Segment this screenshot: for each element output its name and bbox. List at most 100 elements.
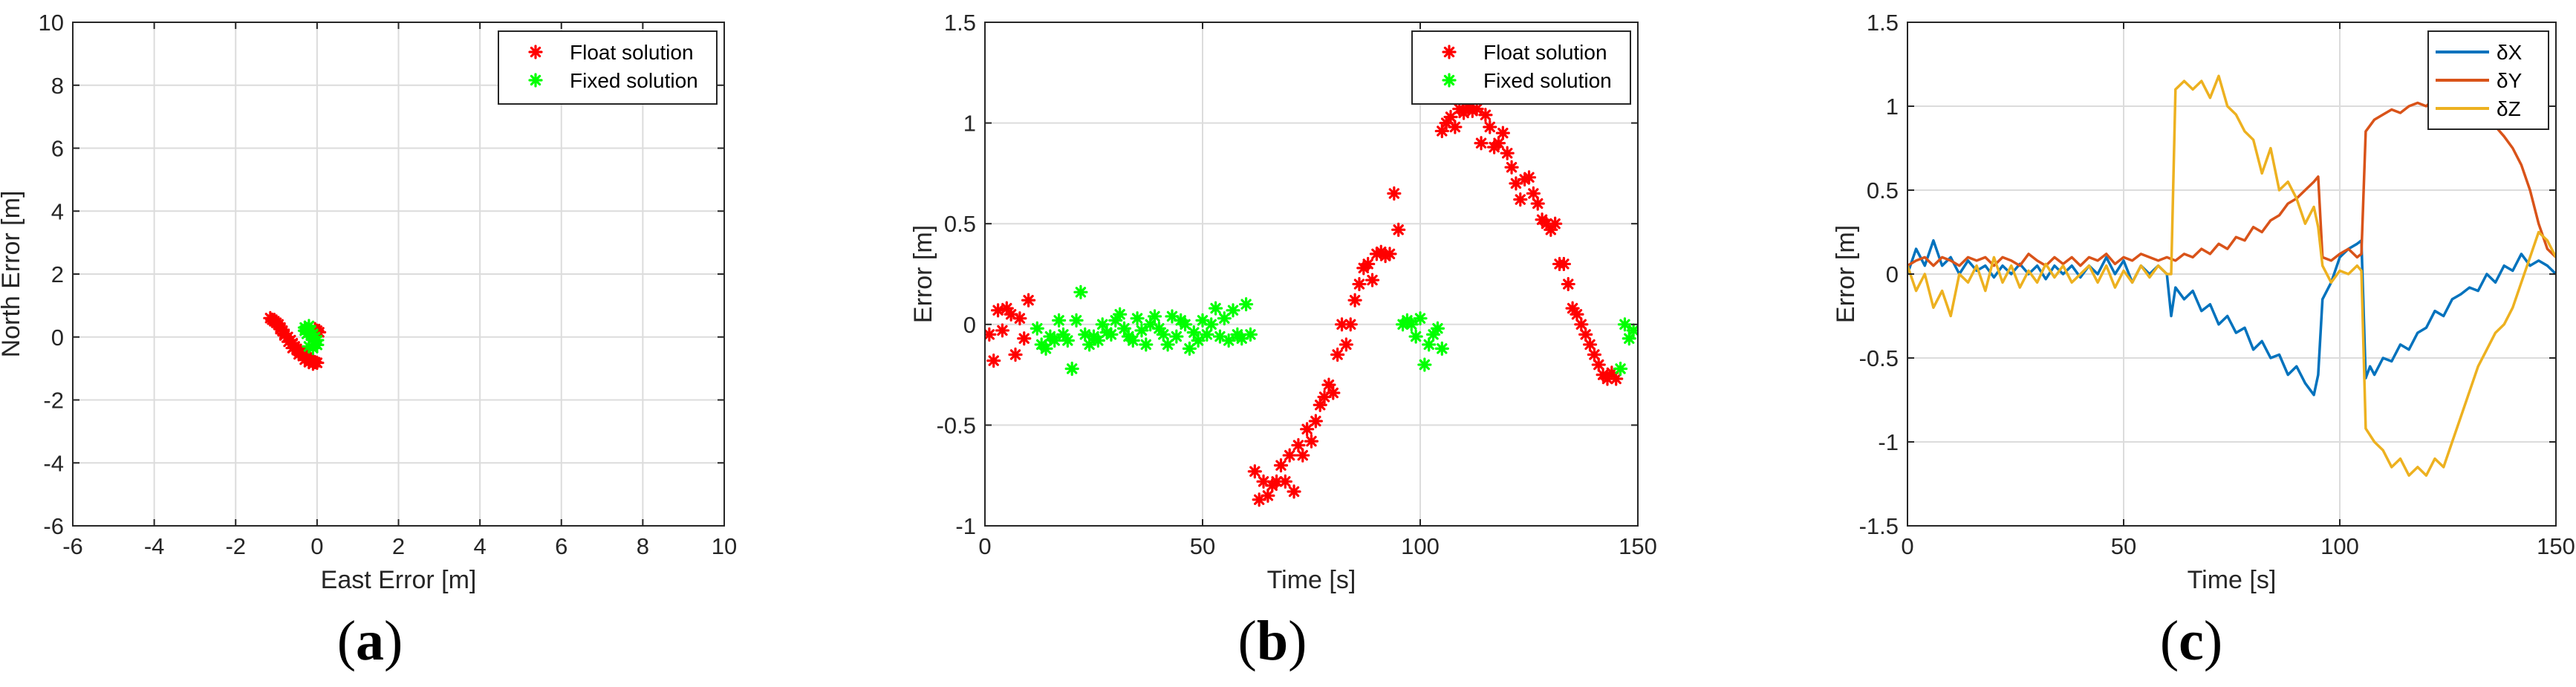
x-axis-label: Time [s] (1267, 566, 1356, 594)
marker-stroke (1349, 295, 1361, 306)
data-point (1587, 347, 1601, 362)
marker-stroke (1532, 198, 1544, 209)
marker-stroke (1114, 309, 1125, 320)
data-point (1064, 361, 1079, 377)
marker-stroke (1589, 349, 1600, 360)
marker-stroke (1406, 319, 1417, 330)
marker-stroke (1297, 449, 1308, 461)
legend-label-1: Float solution (1483, 41, 1607, 64)
data-point (1243, 327, 1258, 342)
marker-stroke (1558, 258, 1570, 270)
data-point (1300, 422, 1315, 437)
marker-stroke (1079, 329, 1090, 340)
data-point (1004, 307, 1018, 322)
marker-stroke (1449, 121, 1461, 133)
data-point (1443, 109, 1458, 125)
marker-stroke (1245, 329, 1256, 340)
legend-label-2: δY (2497, 69, 2523, 92)
marker-stroke (1184, 343, 1195, 354)
marker-stroke (1201, 329, 1213, 340)
chart-panel-b: 0 50 100 150 -1 -0.5 0 0.5 1 1.5 Time [s] Error [m]… (909, 10, 1657, 672)
marker-stroke (1575, 319, 1587, 330)
x-axis-label: Time [s] (2188, 566, 2277, 594)
marker-stroke (1301, 423, 1313, 435)
data-point (1130, 311, 1145, 326)
data-point (1295, 448, 1310, 463)
data-point (1417, 357, 1432, 372)
y-axis-label: North Error [m] (0, 191, 25, 358)
marker-stroke (1610, 373, 1622, 385)
x-tick-label: 50 (2111, 533, 2136, 559)
data-point (1073, 284, 1088, 300)
marker-stroke (1219, 313, 1230, 324)
marker-stroke (1070, 315, 1082, 326)
data-point (1617, 317, 1633, 332)
data-point (1247, 464, 1262, 479)
data-point (1308, 414, 1323, 429)
x-tick-label: -4 (144, 533, 165, 559)
panel-paren-open: ( (1238, 610, 1257, 672)
marker-stroke (1275, 460, 1287, 471)
marker-stroke (1624, 333, 1635, 344)
data-point (1413, 311, 1428, 326)
marker-stroke (1149, 310, 1160, 322)
legend-label-3: δZ (2497, 97, 2521, 120)
axes-box (984, 22, 1639, 527)
marker-stroke (1023, 295, 1034, 306)
marker-stroke (1440, 117, 1452, 128)
marker-stroke (1353, 279, 1365, 290)
data-point (1273, 458, 1289, 473)
marker-stroke (1192, 335, 1204, 346)
marker-stroke (1506, 162, 1518, 173)
data-point (1448, 120, 1463, 134)
data-point (1491, 136, 1506, 151)
marker-stroke (1443, 74, 1455, 86)
data-point (1430, 321, 1445, 336)
marker-stroke (1493, 137, 1504, 149)
marker-stroke (1280, 476, 1291, 487)
y-tick-label: -6 (43, 513, 64, 539)
marker-stroke (1515, 194, 1526, 205)
y-axis-label: Error [m] (909, 225, 937, 323)
data-point (1591, 357, 1606, 372)
marker-stroke (530, 74, 541, 86)
marker-stroke (1084, 339, 1095, 351)
marker-stroke (1580, 329, 1591, 340)
y-tick-label: 1.5 (944, 10, 976, 36)
data-point (1160, 337, 1175, 352)
data-point (1556, 256, 1571, 272)
data-point (1030, 321, 1044, 336)
marker-stroke (1601, 373, 1613, 385)
data-point (1434, 341, 1449, 356)
y-tick-label: 10 (39, 10, 64, 36)
marker-stroke (1210, 302, 1221, 314)
marker-stroke (1475, 137, 1487, 149)
y-tick-label: -4 (43, 450, 64, 476)
marker-stroke (1362, 258, 1373, 270)
marker-stroke (1093, 335, 1104, 346)
marker-stroke (308, 358, 319, 369)
data-point (1195, 313, 1210, 328)
marker-stroke (1131, 313, 1143, 324)
marker-stroke (1528, 188, 1539, 199)
marker-stroke (1136, 325, 1148, 336)
marker-stroke (1593, 359, 1604, 371)
marker-stroke (1523, 172, 1535, 183)
panel-letter: c (2179, 610, 2204, 672)
legend-marker-2 (1442, 73, 1457, 88)
data-point (1191, 333, 1206, 348)
marker-stroke (1432, 323, 1443, 334)
marker-stroke (985, 329, 995, 340)
data-point (1565, 301, 1580, 316)
data-point (1104, 327, 1119, 342)
data-point (1177, 317, 1193, 332)
marker-stroke (988, 355, 999, 366)
data-point (1238, 297, 1254, 312)
x-tick-label: 0 (310, 533, 323, 559)
marker-stroke (287, 342, 299, 354)
data-point (1208, 301, 1223, 316)
marker-stroke (1066, 363, 1078, 374)
x-tick-label: 150 (2537, 533, 2575, 559)
data-point (1526, 186, 1541, 201)
x-tick-label: 4 (474, 533, 487, 559)
